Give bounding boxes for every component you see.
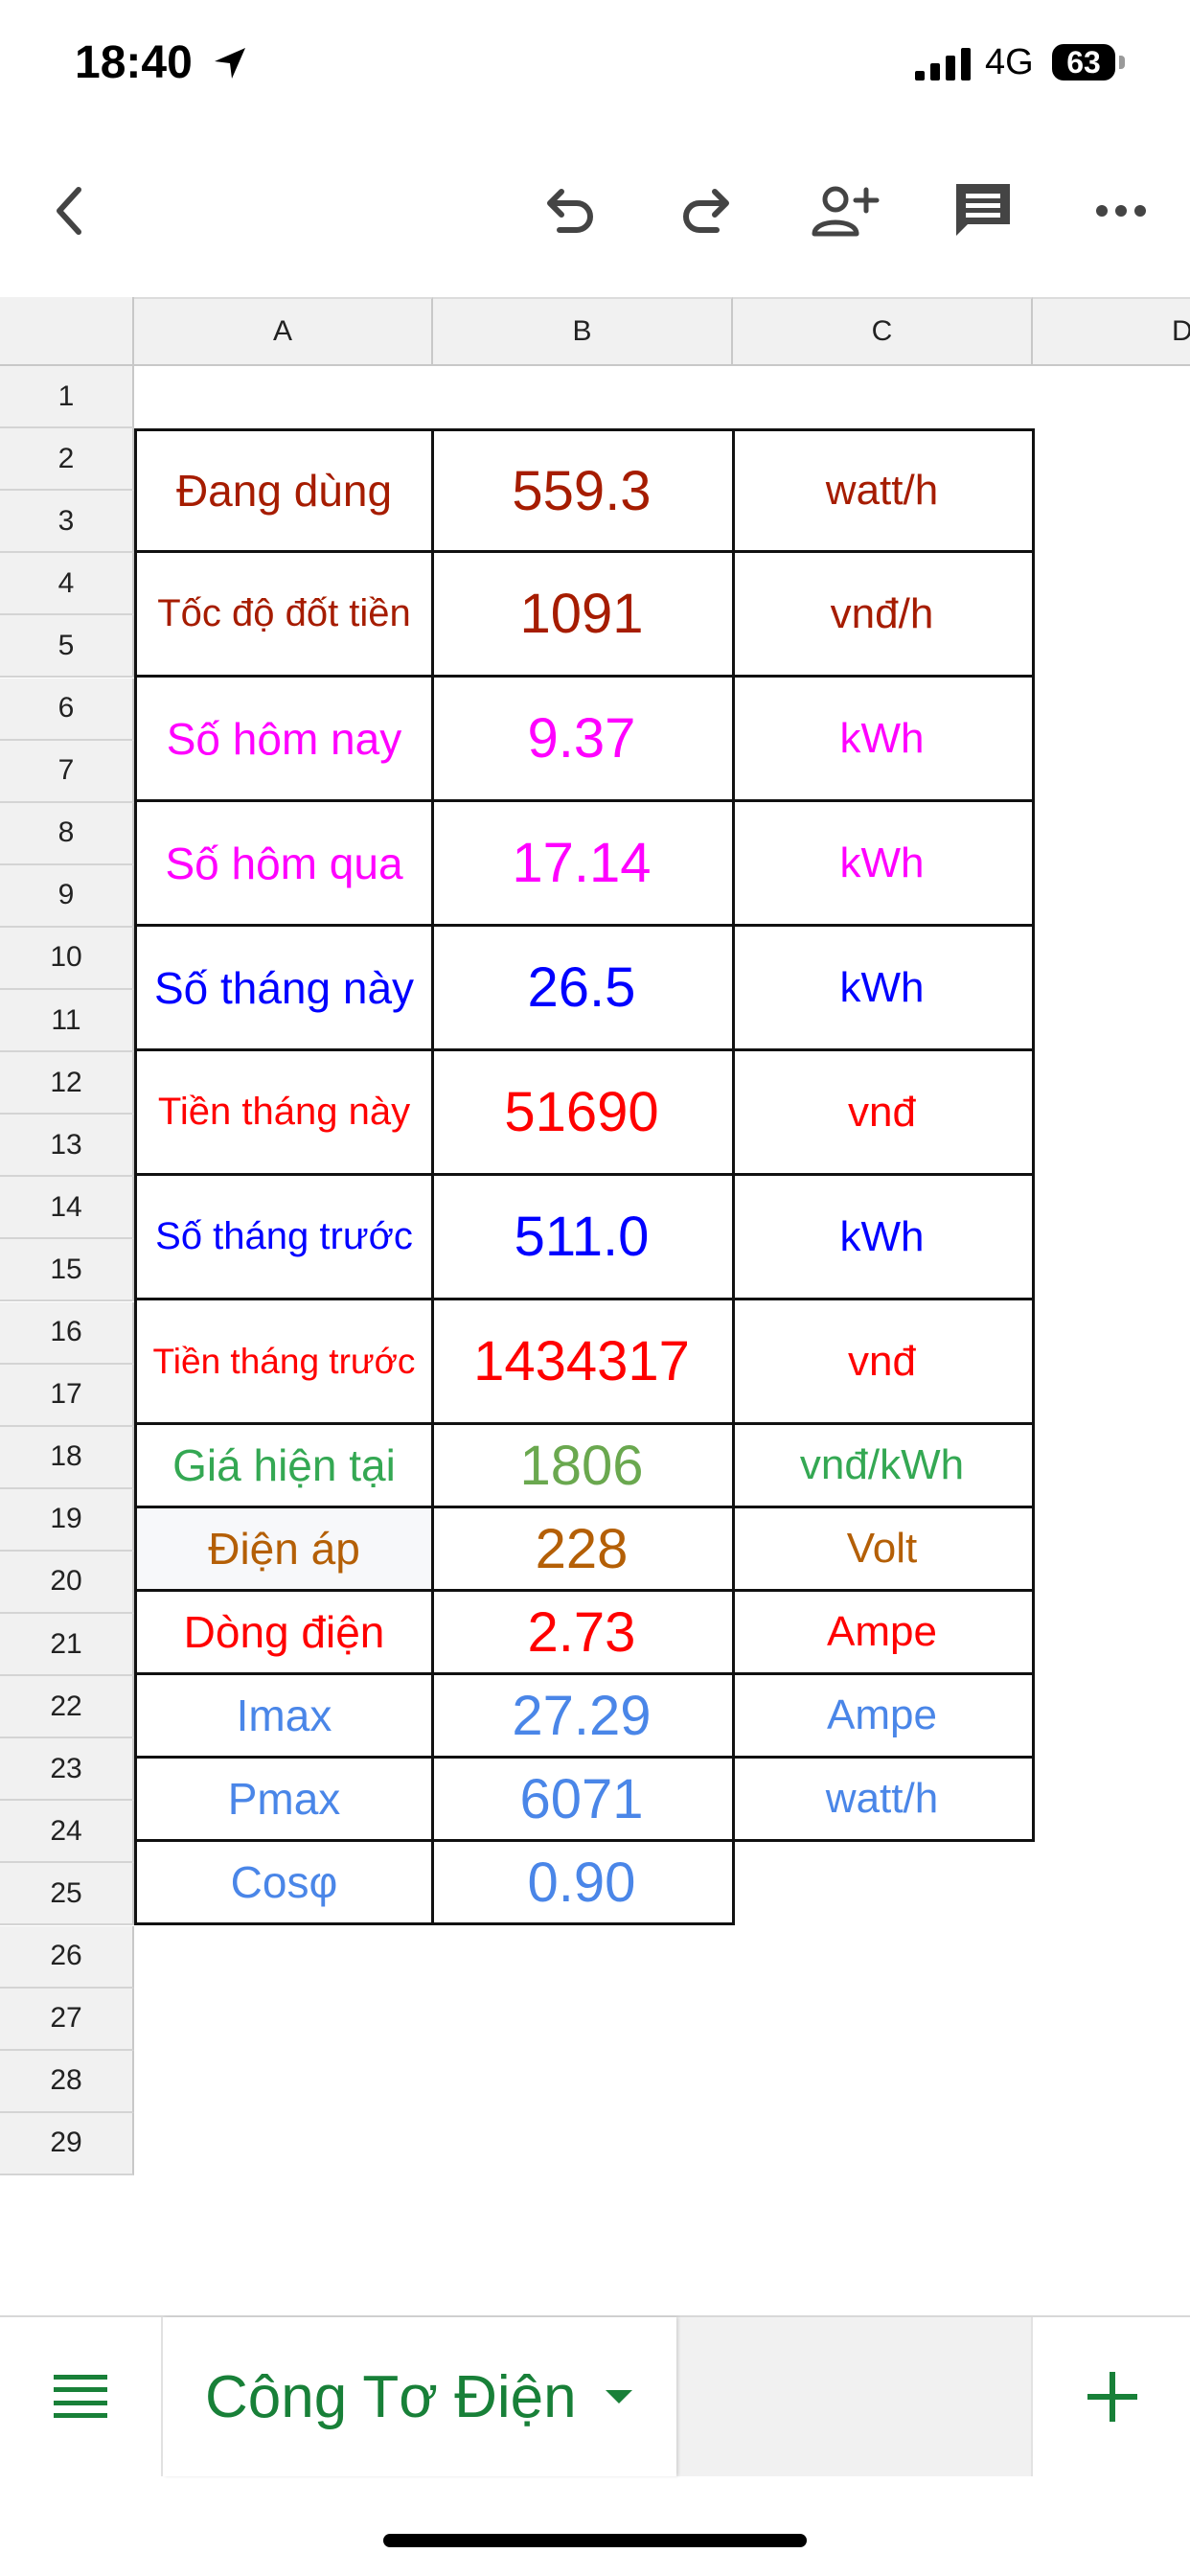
metric-unit-cell[interactable]: kWh	[732, 802, 1035, 927]
sheet-tab-cong-to-dien[interactable]: Công Tơ Điện	[163, 2317, 676, 2476]
metric-value-cell[interactable]: 26.5	[431, 927, 735, 1051]
status-time: 18:40	[75, 37, 193, 88]
metric-label-cell[interactable]: Cosφ	[134, 1842, 434, 1925]
redo-icon[interactable]	[669, 172, 745, 249]
metric-unit-cell[interactable]: vnđ/kWh	[732, 1425, 1035, 1508]
column-header-d[interactable]: D	[1033, 297, 1190, 366]
row-header[interactable]: 26	[0, 1925, 134, 1989]
row-header[interactable]: 11	[0, 990, 134, 1053]
metric-unit-cell[interactable]: kWh	[732, 678, 1035, 802]
metric-unit-cell[interactable]: Ampe	[732, 1675, 1035, 1759]
row-header[interactable]: 14	[0, 1177, 134, 1240]
row-header[interactable]: 3	[0, 491, 134, 554]
battery-cap	[1119, 56, 1125, 69]
metric-value-cell[interactable]: 1434317	[431, 1300, 735, 1425]
row-header[interactable]: 23	[0, 1738, 134, 1802]
column-header-a[interactable]: A	[134, 297, 433, 366]
metric-value-cell[interactable]: 559.3	[431, 428, 735, 553]
metric-value-cell[interactable]: 2.73	[431, 1592, 735, 1675]
metric-value-cell[interactable]: 511.0	[431, 1176, 735, 1300]
metric-label-cell[interactable]: Tiền tháng này	[134, 1051, 434, 1176]
undo-icon[interactable]	[531, 172, 607, 249]
row-header[interactable]: 6	[0, 678, 134, 741]
row-header[interactable]: 16	[0, 1301, 134, 1365]
sheet-tab-bar: Công Tơ Điện	[0, 2315, 1190, 2476]
row-header[interactable]: 17	[0, 1364, 134, 1427]
metric-unit-cell[interactable]: Volt	[732, 1508, 1035, 1592]
plus-icon	[1087, 2372, 1137, 2422]
metric-unit-cell[interactable]: watt/h	[732, 428, 1035, 553]
tab-dropdown-icon[interactable]	[605, 2390, 632, 2404]
row-header[interactable]: 22	[0, 1676, 134, 1739]
back-icon[interactable]	[31, 172, 107, 249]
row-header[interactable]: 20	[0, 1551, 134, 1614]
metric-value-cell[interactable]: 6071	[431, 1759, 735, 1842]
select-all-corner[interactable]	[0, 297, 134, 366]
metric-label-cell[interactable]: Số hôm nay	[134, 678, 434, 802]
metric-unit-cell[interactable]: watt/h	[732, 1759, 1035, 1842]
metric-unit-cell[interactable]: Ampe	[732, 1592, 1035, 1675]
metric-value-cell[interactable]: 17.14	[431, 802, 735, 927]
metric-value-cell[interactable]: 9.37	[431, 678, 735, 802]
metric-label-cell[interactable]: Imax	[134, 1675, 434, 1759]
sheet-toolbar	[0, 153, 1190, 268]
add-person-icon[interactable]	[807, 172, 883, 249]
row-header[interactable]: 9	[0, 864, 134, 928]
metric-label-cell[interactable]: Số tháng này	[134, 927, 434, 1051]
metric-unit-cell[interactable]: vnđ	[732, 1051, 1035, 1176]
battery-icon: 63	[1052, 44, 1115, 80]
metric-label-cell[interactable]: Tốc độ đốt tiền	[134, 553, 434, 678]
row-header[interactable]: 21	[0, 1614, 134, 1677]
metric-unit-cell[interactable]: vnđ/h	[732, 553, 1035, 678]
sheet-tab-label: Công Tơ Điện	[205, 2363, 577, 2430]
network-type: 4G	[985, 42, 1034, 82]
metric-value-cell[interactable]: 27.29	[431, 1675, 735, 1759]
metric-label-cell[interactable]: Số hôm qua	[134, 802, 434, 927]
row-header[interactable]: 13	[0, 1115, 134, 1178]
status-bar: 18:40 4G 63	[0, 0, 1190, 134]
metric-label-cell[interactable]: Giá hiện tại	[134, 1425, 434, 1508]
metric-unit-cell[interactable]: vnđ	[732, 1300, 1035, 1425]
row-header[interactable]: 24	[0, 1801, 134, 1864]
row-header[interactable]: 15	[0, 1239, 134, 1302]
row-header[interactable]: 29	[0, 2112, 134, 2175]
column-header-b[interactable]: B	[433, 297, 733, 366]
more-icon[interactable]	[1083, 172, 1159, 249]
row-header[interactable]: 5	[0, 615, 134, 678]
metric-label-cell[interactable]: Số tháng trước	[134, 1176, 434, 1300]
metric-label-cell[interactable]: Dòng điện	[134, 1592, 434, 1675]
metric-value-cell[interactable]: 51690	[431, 1051, 735, 1176]
row-header[interactable]: 25	[0, 1863, 134, 1926]
row-header[interactable]: 7	[0, 740, 134, 803]
row-header[interactable]: 27	[0, 1988, 134, 2051]
all-sheets-menu-button[interactable]	[0, 2317, 163, 2476]
metric-label-cell[interactable]: Pmax	[134, 1759, 434, 1842]
row-header[interactable]: 2	[0, 428, 134, 492]
cellular-signal-icon	[915, 48, 974, 85]
metric-value-cell[interactable]: 1806	[431, 1425, 735, 1508]
row-header[interactable]: 12	[0, 1052, 134, 1116]
metric-unit-cell[interactable]: kWh	[732, 1176, 1035, 1300]
metric-label-cell[interactable]: Tiền tháng trước	[134, 1300, 434, 1425]
metric-value-cell[interactable]: 0.90	[431, 1842, 735, 1925]
list-icon	[54, 2375, 107, 2418]
row-header[interactable]: 4	[0, 553, 134, 616]
row-header[interactable]: 8	[0, 802, 134, 865]
metric-value-cell[interactable]: 1091	[431, 553, 735, 678]
row-header[interactable]: 19	[0, 1488, 134, 1552]
column-header-c[interactable]: C	[733, 297, 1033, 366]
metric-unit-cell[interactable]: kWh	[732, 927, 1035, 1051]
comment-icon[interactable]	[945, 172, 1021, 249]
row-header[interactable]: 18	[0, 1426, 134, 1489]
metric-label-cell[interactable]: Điện áp	[134, 1508, 434, 1592]
row-header[interactable]: 10	[0, 927, 134, 990]
row-header[interactable]: 1	[0, 366, 134, 429]
metric-value-cell[interactable]: 228	[431, 1508, 735, 1592]
location-arrow-icon	[211, 44, 249, 87]
metric-label-cell[interactable]: Đang dùng	[134, 428, 434, 553]
add-sheet-button[interactable]	[1031, 2317, 1190, 2476]
home-indicator	[383, 2534, 807, 2547]
row-header[interactable]: 28	[0, 2050, 134, 2113]
